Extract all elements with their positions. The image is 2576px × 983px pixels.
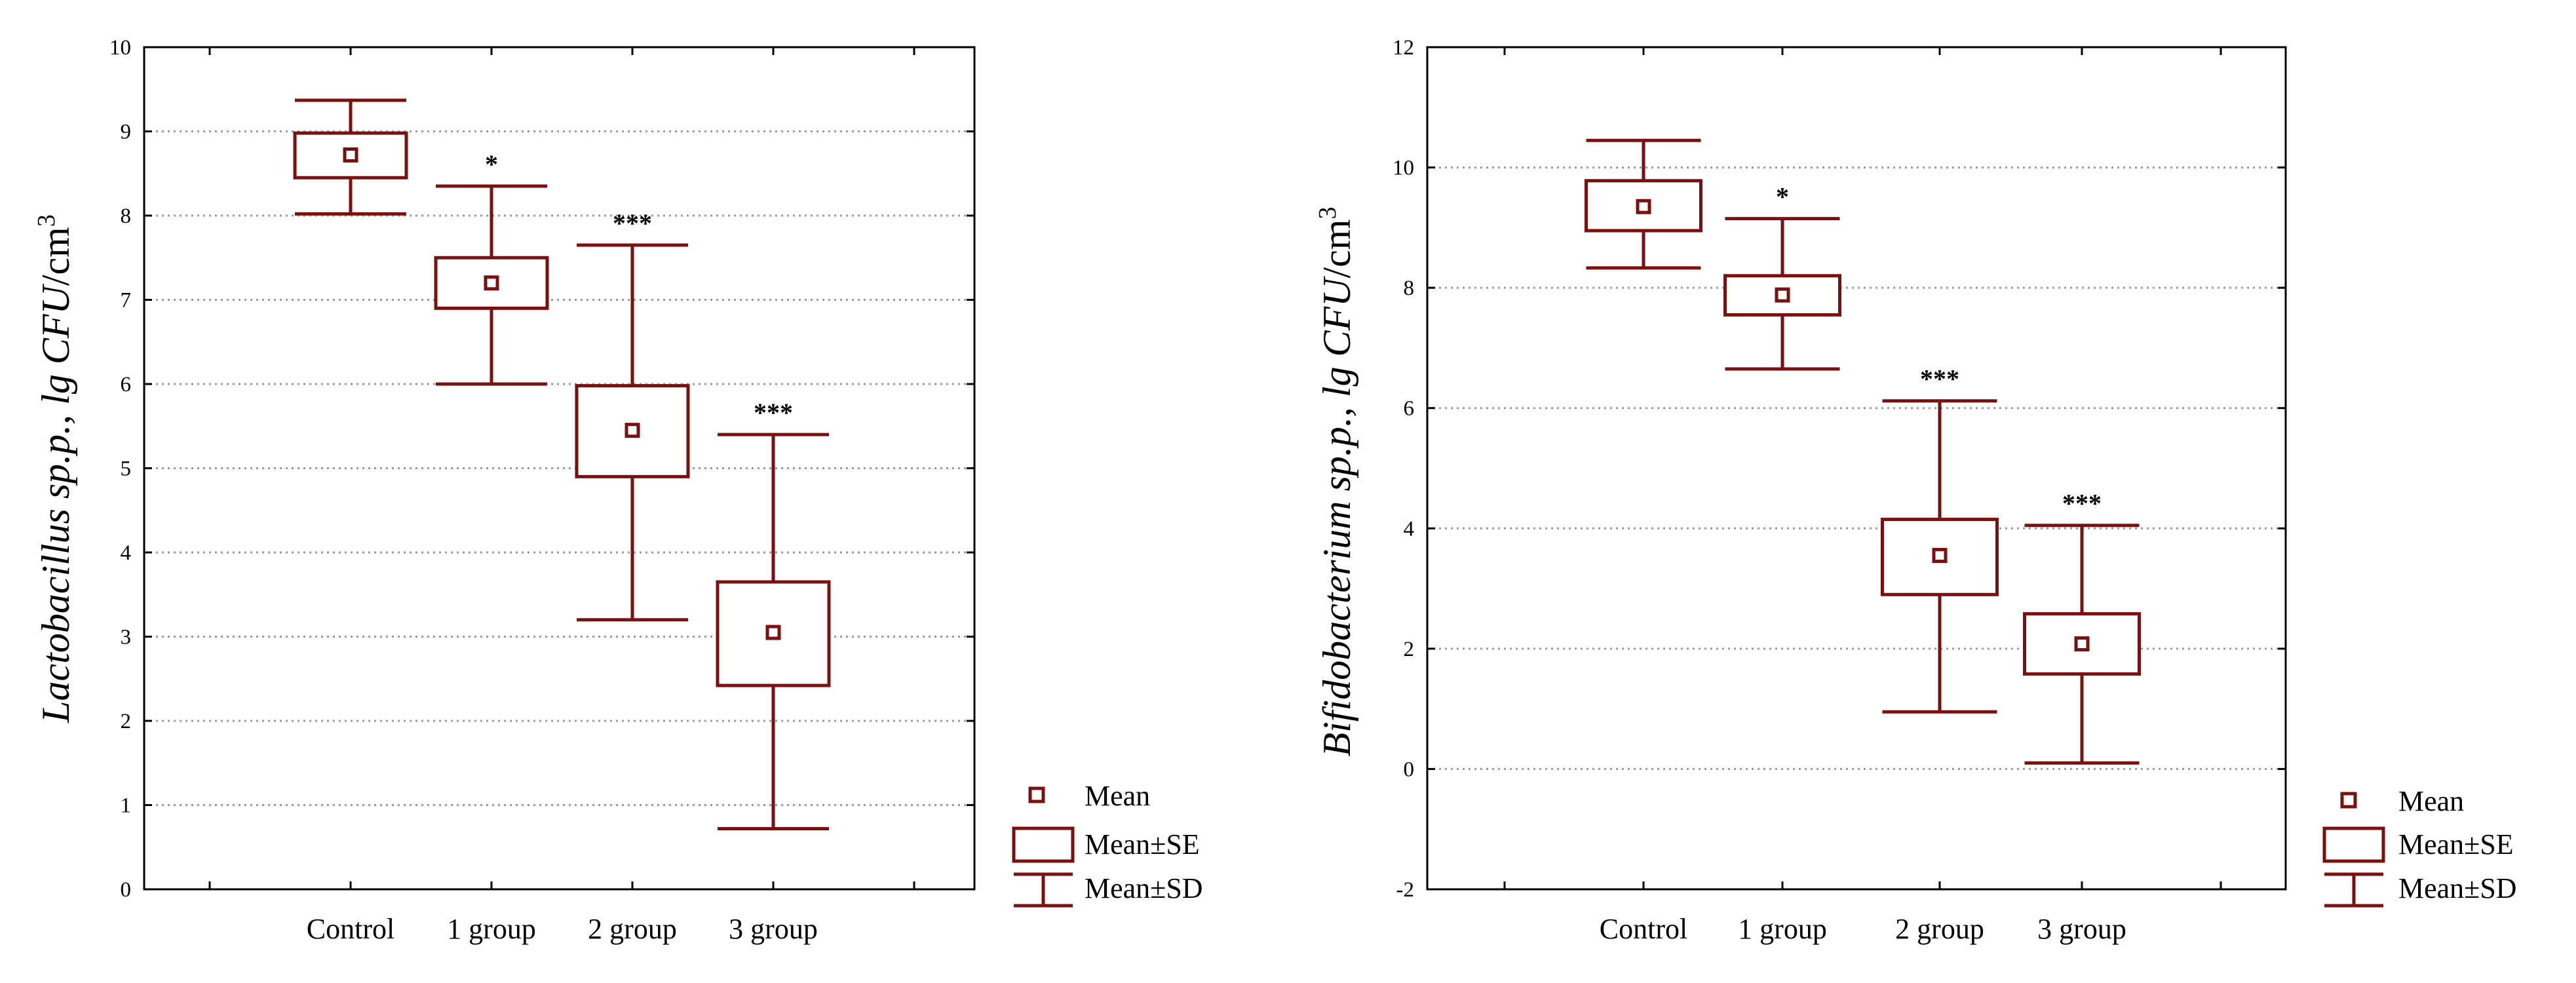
box-group: *** [575,208,690,622]
y-tick-label: 12 [1393,36,1414,60]
legend-sd-marker [2324,872,2383,908]
y-axis-label-unit: , lg CFU [34,283,77,424]
y-tick-label: 8 [1404,277,1415,300]
legend-mean-label: Mean [2398,785,2464,817]
legend-sd-label: Mean±SD [1085,872,1203,904]
legend-mean-marker [2340,792,2357,809]
x-tick-label: 1 group [1738,913,1827,945]
y-tick-label: 9 [121,121,132,144]
gridlines [144,130,974,806]
box-group: * [1723,182,1841,371]
y-tick-label: 7 [121,289,132,313]
y-axis-label-exponent: 3 [1314,207,1341,220]
legend-se-label: Mean±SE [2398,828,2514,860]
data-marks: ******* [293,98,831,830]
box-group [1585,138,1702,270]
significance-label: * [485,149,498,179]
significance-label: * [1776,182,1789,212]
legend-sd-marker [1014,872,1073,908]
y-axis-label-volume: /cm [1315,220,1358,279]
y-axis-label: Bifidobacterium sp.p., lg CFU/cm3 [1314,207,1358,757]
y-tick-label: 10 [109,36,131,60]
mean-marker [484,275,499,291]
x-tick-label: Control [307,913,394,945]
y-tick-label: -2 [1396,878,1415,902]
legend-mean-marker [1028,786,1045,803]
y-tick-label: 0 [1404,758,1415,781]
box-group: *** [2023,489,2141,765]
mean-marker [343,147,358,163]
y-tick-label: 4 [1404,517,1415,541]
box-group: *** [1881,364,1999,714]
box-group: * [434,149,549,386]
mean-marker [1932,548,1948,564]
x-tick-label: 3 group [2037,913,2126,945]
y-axis-label-unit: , lg CFU [1315,276,1358,417]
mean-marker [2074,636,2090,652]
legend-left: Mean Mean±SE Mean±SD [1012,780,1203,908]
y-axis-label-organism: Lactobacillus sp.p. [34,425,77,723]
x-tick-label: Control [1600,913,1687,945]
mean-marker [625,423,640,438]
y-tick-label: 5 [121,457,132,481]
x-tick-label: 1 group [447,913,536,945]
mean-marker [765,625,781,640]
significance-label: *** [2062,489,2102,518]
x-axis-ticks: Control 1 group 2 group 3 group [208,47,915,945]
y-tick-label: 6 [121,373,132,396]
plot-frame [1426,46,2287,891]
y-tick-label: 0 [121,878,132,902]
y-tick-label: 6 [1404,397,1415,421]
legend-se-marker [2322,826,2385,863]
significance-label: *** [613,208,652,238]
y-tick-label: 3 [121,626,132,649]
y-axis-label: Lactobacillus sp.p., lg CFU/cm3 [33,214,77,723]
mean-marker [1636,199,1651,214]
y-axis-label-organism: Bifidobacterium sp.p. [1315,417,1358,756]
legend-se-label: Mean±SE [1085,828,1200,860]
box-group [293,98,408,216]
gridlines [1427,166,2286,770]
y-tick-label: 2 [121,710,132,733]
significance-label: *** [1920,364,1959,394]
se-box [716,580,831,687]
x-axis-ticks: Control 1 group 2 group 3 group [1503,47,2222,945]
y-axis-label-volume: /cm [34,227,77,286]
chart-right: -2 0 2 4 6 8 10 12 Control 1 group 2 group 3 group… [1314,36,2287,945]
box-group: *** [716,398,831,830]
x-tick-label: 2 group [1895,913,1984,945]
y-tick-label: 2 [1404,638,1415,661]
legend-sd-label: Mean±SD [2398,872,2517,904]
y-tick-label: 4 [121,541,132,565]
y-axis-ticks: 0 1 2 3 4 5 6 7 8 9 10 [109,36,974,902]
legend-right: Mean Mean±SE Mean±SD [2322,785,2517,908]
x-tick-label: 2 group [588,913,677,945]
y-tick-label: 8 [121,204,132,228]
legend-se-marker [1012,826,1075,863]
significance-label: *** [754,398,793,427]
y-axis-ticks: -2 0 2 4 6 8 10 12 [1393,36,2286,902]
legend-mean-label: Mean [1085,780,1150,812]
y-axis-label-exponent: 3 [33,214,60,227]
mean-marker [1775,287,1790,303]
y-tick-label: 10 [1393,157,1414,180]
data-marks: ******* [1585,138,2141,765]
x-tick-label: 3 group [729,913,818,945]
y-tick-label: 1 [121,794,132,818]
chart-left: 0 1 2 3 4 5 6 7 8 9 10 Control 1 group 2 group 3 grou… [33,36,976,945]
